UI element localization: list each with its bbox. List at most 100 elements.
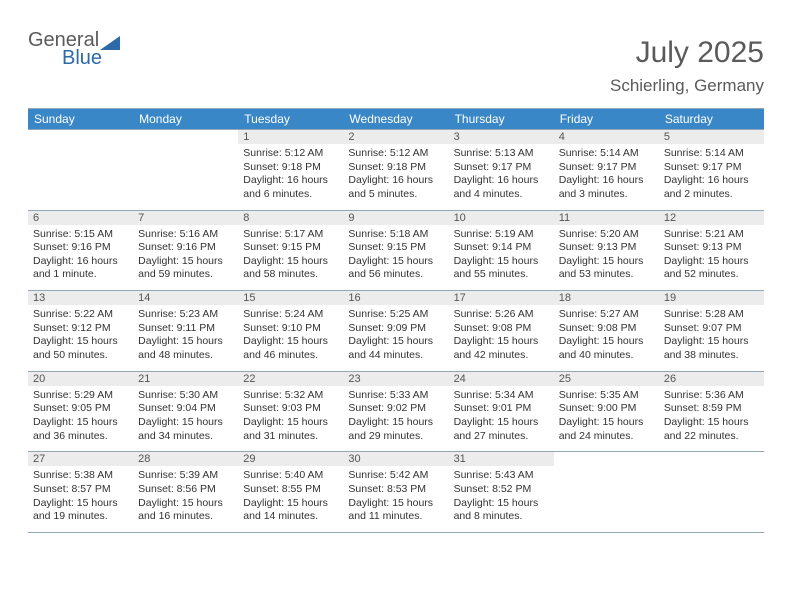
week-row: 20Sunrise: 5:29 AMSunset: 9:05 PMDayligh… <box>28 371 764 452</box>
daylight-text: Daylight: 15 hours and 55 minutes. <box>454 255 549 282</box>
day-number: 14 <box>133 291 238 305</box>
sunrise-text: Sunrise: 5:33 AM <box>348 389 443 403</box>
daylight-text: Daylight: 15 hours and 56 minutes. <box>348 255 443 282</box>
day-content: Sunrise: 5:38 AMSunset: 8:57 PMDaylight:… <box>28 466 133 532</box>
day-content: Sunrise: 5:30 AMSunset: 9:04 PMDaylight:… <box>133 386 238 452</box>
header: July 2025 Schierling, Germany <box>610 36 764 96</box>
day-number: 24 <box>449 372 554 386</box>
logo-text-blue: Blue <box>62 48 102 68</box>
sunset-text: Sunset: 9:09 PM <box>348 322 443 336</box>
day-cell: 19Sunrise: 5:28 AMSunset: 9:07 PMDayligh… <box>659 291 764 371</box>
daylight-text: Daylight: 15 hours and 59 minutes. <box>138 255 233 282</box>
sunrise-text: Sunrise: 5:26 AM <box>454 308 549 322</box>
sunset-text: Sunset: 9:18 PM <box>348 161 443 175</box>
daylight-text: Daylight: 15 hours and 58 minutes. <box>243 255 338 282</box>
sunset-text: Sunset: 9:15 PM <box>243 241 338 255</box>
sunrise-text: Sunrise: 5:16 AM <box>138 228 233 242</box>
sunset-text: Sunset: 9:11 PM <box>138 322 233 336</box>
day-content: Sunrise: 5:12 AMSunset: 9:18 PMDaylight:… <box>343 144 448 210</box>
day-content: Sunrise: 5:19 AMSunset: 9:14 PMDaylight:… <box>449 225 554 291</box>
location: Schierling, Germany <box>610 76 764 96</box>
daylight-text: Daylight: 15 hours and 22 minutes. <box>664 416 759 443</box>
day-number: 18 <box>554 291 659 305</box>
sunrise-text: Sunrise: 5:20 AM <box>559 228 654 242</box>
day-content: Sunrise: 5:29 AMSunset: 9:05 PMDaylight:… <box>28 386 133 452</box>
day-cell: 12Sunrise: 5:21 AMSunset: 9:13 PMDayligh… <box>659 211 764 291</box>
day-number: 30 <box>343 452 448 466</box>
sunrise-text: Sunrise: 5:36 AM <box>664 389 759 403</box>
sunrise-text: Sunrise: 5:23 AM <box>138 308 233 322</box>
day-number: 21 <box>133 372 238 386</box>
day-content: Sunrise: 5:26 AMSunset: 9:08 PMDaylight:… <box>449 305 554 371</box>
day-content: Sunrise: 5:34 AMSunset: 9:01 PMDaylight:… <box>449 386 554 452</box>
sunrise-text: Sunrise: 5:39 AM <box>138 469 233 483</box>
logo: General Blue <box>28 30 120 68</box>
sunset-text: Sunset: 9:17 PM <box>664 161 759 175</box>
day-number: 4 <box>554 130 659 144</box>
day-number <box>133 130 238 144</box>
day-number: 1 <box>238 130 343 144</box>
sunset-text: Sunset: 9:00 PM <box>559 402 654 416</box>
day-header-row: SundayMondayTuesdayWednesdayThursdayFrid… <box>28 109 764 129</box>
day-number: 29 <box>238 452 343 466</box>
daylight-text: Daylight: 15 hours and 50 minutes. <box>33 335 128 362</box>
sunrise-text: Sunrise: 5:40 AM <box>243 469 338 483</box>
day-number: 9 <box>343 211 448 225</box>
sunset-text: Sunset: 9:10 PM <box>243 322 338 336</box>
sunrise-text: Sunrise: 5:12 AM <box>348 147 443 161</box>
day-content: Sunrise: 5:14 AMSunset: 9:17 PMDaylight:… <box>659 144 764 210</box>
sunset-text: Sunset: 9:07 PM <box>664 322 759 336</box>
day-number: 10 <box>449 211 554 225</box>
sunrise-text: Sunrise: 5:17 AM <box>243 228 338 242</box>
daylight-text: Daylight: 15 hours and 34 minutes. <box>138 416 233 443</box>
sunset-text: Sunset: 9:08 PM <box>559 322 654 336</box>
daylight-text: Daylight: 15 hours and 44 minutes. <box>348 335 443 362</box>
day-number: 25 <box>554 372 659 386</box>
day-number: 8 <box>238 211 343 225</box>
sunrise-text: Sunrise: 5:24 AM <box>243 308 338 322</box>
day-header: Wednesday <box>343 109 448 129</box>
day-header: Thursday <box>449 109 554 129</box>
sunset-text: Sunset: 8:57 PM <box>33 483 128 497</box>
day-content: Sunrise: 5:20 AMSunset: 9:13 PMDaylight:… <box>554 225 659 291</box>
sunset-text: Sunset: 9:08 PM <box>454 322 549 336</box>
sunset-text: Sunset: 9:12 PM <box>33 322 128 336</box>
day-content <box>659 466 764 477</box>
day-number: 28 <box>133 452 238 466</box>
day-number: 12 <box>659 211 764 225</box>
day-cell <box>554 452 659 532</box>
sunset-text: Sunset: 9:16 PM <box>138 241 233 255</box>
sunrise-text: Sunrise: 5:42 AM <box>348 469 443 483</box>
sunset-text: Sunset: 9:16 PM <box>33 241 128 255</box>
sunset-text: Sunset: 9:14 PM <box>454 241 549 255</box>
daylight-text: Daylight: 15 hours and 16 minutes. <box>138 497 233 524</box>
day-content <box>28 144 133 155</box>
sunrise-text: Sunrise: 5:27 AM <box>559 308 654 322</box>
day-number: 27 <box>28 452 133 466</box>
day-header: Sunday <box>28 109 133 129</box>
sunrise-text: Sunrise: 5:30 AM <box>138 389 233 403</box>
day-number: 20 <box>28 372 133 386</box>
sunrise-text: Sunrise: 5:21 AM <box>664 228 759 242</box>
day-number: 5 <box>659 130 764 144</box>
sunrise-text: Sunrise: 5:43 AM <box>454 469 549 483</box>
day-content: Sunrise: 5:43 AMSunset: 8:52 PMDaylight:… <box>449 466 554 532</box>
day-content: Sunrise: 5:15 AMSunset: 9:16 PMDaylight:… <box>28 225 133 291</box>
sunrise-text: Sunrise: 5:28 AM <box>664 308 759 322</box>
day-cell: 16Sunrise: 5:25 AMSunset: 9:09 PMDayligh… <box>343 291 448 371</box>
daylight-text: Daylight: 15 hours and 24 minutes. <box>559 416 654 443</box>
day-cell: 14Sunrise: 5:23 AMSunset: 9:11 PMDayligh… <box>133 291 238 371</box>
day-number: 15 <box>238 291 343 305</box>
sunrise-text: Sunrise: 5:18 AM <box>348 228 443 242</box>
daylight-text: Daylight: 16 hours and 3 minutes. <box>559 174 654 201</box>
day-content: Sunrise: 5:21 AMSunset: 9:13 PMDaylight:… <box>659 225 764 291</box>
day-cell: 30Sunrise: 5:42 AMSunset: 8:53 PMDayligh… <box>343 452 448 532</box>
day-header: Saturday <box>659 109 764 129</box>
day-cell: 17Sunrise: 5:26 AMSunset: 9:08 PMDayligh… <box>449 291 554 371</box>
sunrise-text: Sunrise: 5:13 AM <box>454 147 549 161</box>
day-content: Sunrise: 5:39 AMSunset: 8:56 PMDaylight:… <box>133 466 238 532</box>
day-cell: 24Sunrise: 5:34 AMSunset: 9:01 PMDayligh… <box>449 372 554 452</box>
daylight-text: Daylight: 15 hours and 11 minutes. <box>348 497 443 524</box>
day-number: 17 <box>449 291 554 305</box>
sunset-text: Sunset: 9:04 PM <box>138 402 233 416</box>
